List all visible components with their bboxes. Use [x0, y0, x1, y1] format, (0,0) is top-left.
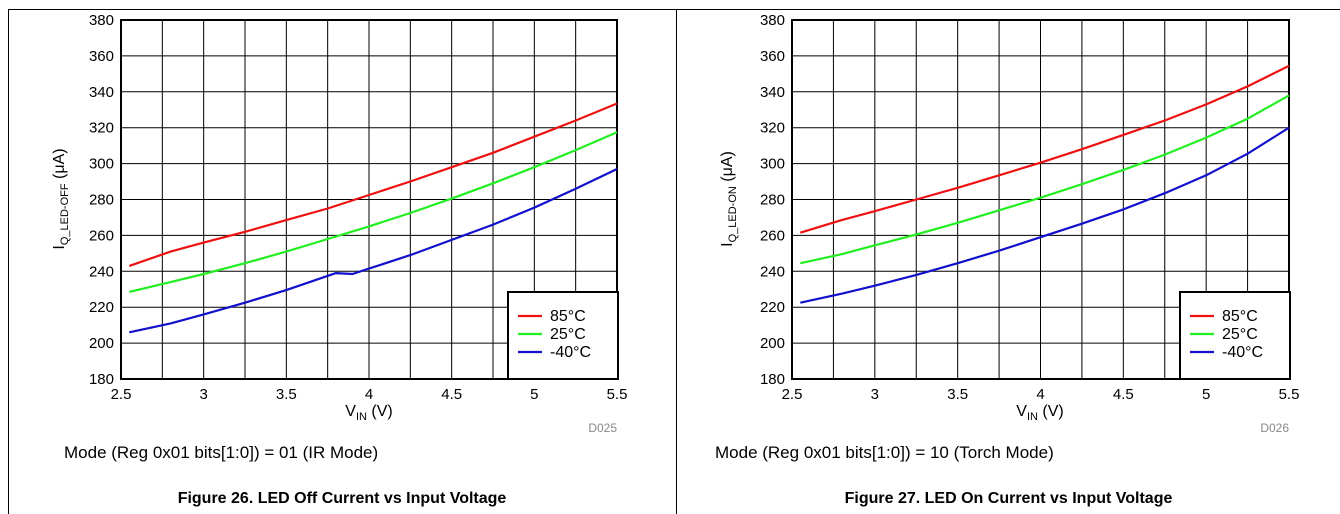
panel-top-border — [677, 9, 1340, 10]
x-tick-label: 4 — [365, 386, 373, 403]
x-tick-label: 2.5 — [782, 386, 803, 403]
legend: 85°C25°C-40°C — [507, 291, 619, 380]
y-tick-label: 320 — [89, 120, 114, 137]
figure-code: D025 — [588, 421, 617, 435]
legend-label: -40°C — [550, 344, 591, 361]
y-tick-label: 200 — [89, 335, 114, 352]
series-line — [800, 126, 1290, 304]
series-line — [128, 102, 618, 267]
y-tick-label: 180 — [760, 371, 785, 388]
x-tick-label: 3 — [871, 386, 879, 403]
figure-caption: Figure 26. LED Off Current vs Input Volt… — [177, 490, 507, 507]
y-tick-label: 240 — [89, 263, 114, 280]
x-tick-label: 5.5 — [607, 386, 628, 403]
y-tick-label: 340 — [760, 84, 785, 101]
figure-26-panel: 180 200 220 240 260 280 300 320 340 360 380 2.5 3 3.5… — [8, 9, 677, 514]
x-axis-label: VIN (V) — [1016, 403, 1063, 423]
y-tick-label: 360 — [760, 48, 785, 65]
y-tick-label: 360 — [89, 48, 114, 65]
legend-label: 25°C — [550, 326, 586, 343]
series-line — [800, 94, 1290, 265]
panel-top-border — [8, 9, 676, 10]
figure-caption: Figure 27. LED On Current vs Input Volta… — [844, 490, 1173, 507]
panel-left-border — [8, 9, 9, 514]
legend-label: 85°C — [1222, 308, 1258, 325]
y-tick-label: 380 — [89, 12, 114, 29]
y-axis-label: IQ_LED-OFF (μA) — [51, 148, 71, 249]
legend-label: -40°C — [1222, 344, 1263, 361]
x-tick-label: 5 — [1202, 386, 1210, 403]
y-tick-label: 280 — [760, 192, 785, 209]
series-line — [799, 64, 1290, 234]
y-tick-label: 300 — [89, 156, 114, 173]
mode-text: Mode (Reg 0x01 bits[1:0]) = 01 (IR Mode) — [64, 443, 379, 462]
x-tick-label: 4 — [1036, 386, 1044, 403]
led-on-current-chart: 180 200 220 240 260 280 300 320 340 360 380 2.5 3 3.5… — [719, 12, 1300, 435]
series-lines — [128, 102, 618, 334]
y-tick-label: 280 — [89, 192, 114, 209]
series-lines — [799, 64, 1290, 304]
x-tick-label: 3.5 — [276, 386, 297, 403]
plot-area-border — [120, 19, 618, 380]
panel-divider — [676, 9, 677, 514]
x-tick-label: 5 — [530, 386, 538, 403]
legend-label: 85°C — [550, 308, 586, 325]
mode-text: Mode (Reg 0x01 bits[1:0]) = 10 (Torch Mo… — [715, 443, 1054, 462]
x-tick-label: 3 — [199, 386, 207, 403]
y-tick-label: 260 — [760, 227, 785, 244]
y-axis-label: IQ_LED-ON (μA) — [719, 151, 739, 247]
series-line — [129, 168, 618, 334]
y-tick-label: 200 — [760, 335, 785, 352]
y-tick-label: 220 — [760, 299, 785, 316]
y-tick-label: 220 — [89, 299, 114, 316]
y-tick-label: 260 — [89, 227, 114, 244]
led-off-current-chart: 180 200 220 240 260 280 300 320 340 360 380 2.5 3 3.5… — [51, 12, 628, 435]
x-tick-label: 2.5 — [111, 386, 132, 403]
x-tick-label: 3.5 — [947, 386, 968, 403]
x-tick-label: 4.5 — [1113, 386, 1134, 403]
legend-box — [507, 291, 619, 380]
legend: 85°C25°C-40°C — [1179, 291, 1291, 380]
y-tick-label: 240 — [760, 263, 785, 280]
x-axis-label: VIN (V) — [345, 403, 392, 423]
y-tick-label: 180 — [89, 371, 114, 388]
y-tick-label: 380 — [760, 12, 785, 29]
y-tick-label: 340 — [89, 84, 114, 101]
y-tick-label: 300 — [760, 156, 785, 173]
legend-label: 25°C — [1222, 326, 1258, 343]
figure-27-panel: 180 200 220 240 260 280 300 320 340 360 380 2.5 3 3.5… — [677, 0, 1340, 514]
y-tick-label: 320 — [760, 120, 785, 137]
plot-area-border — [791, 19, 1290, 380]
series-line — [129, 131, 618, 293]
x-tick-label: 5.5 — [1279, 386, 1300, 403]
x-tick-label: 4.5 — [441, 386, 462, 403]
legend-box — [1179, 291, 1291, 380]
figure-code: D026 — [1260, 421, 1289, 435]
